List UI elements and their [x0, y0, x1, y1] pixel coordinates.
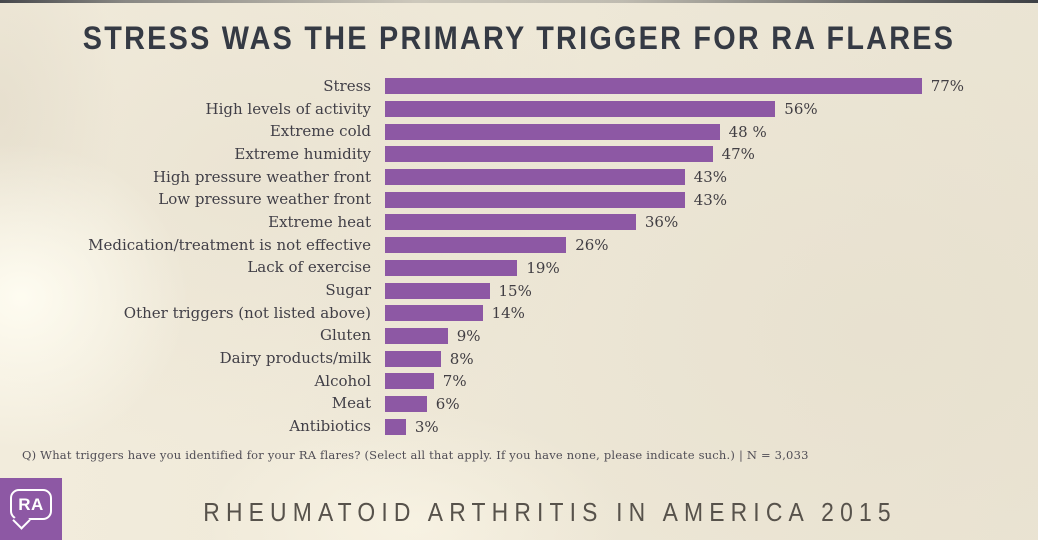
category-label: Lack of exercise: [247, 258, 371, 277]
category-label: Stress: [323, 76, 371, 95]
bar: [385, 214, 636, 231]
chart-row: High levels of activity 56%: [0, 98, 1020, 121]
chart-row: Lack of exercise 19%: [0, 257, 1020, 280]
value-label: 43%: [693, 190, 728, 209]
category-label: Low pressure weather front: [158, 190, 371, 209]
bar-track: 15%: [371, 282, 1020, 300]
bar: [385, 327, 448, 344]
value-label: 47%: [721, 145, 755, 164]
value-label: 77%: [930, 77, 965, 96]
bar: [385, 395, 427, 412]
bar-chart: Stress 77% High levels of activity 56% E…: [0, 75, 1020, 438]
value-label: 6%: [435, 394, 460, 413]
value-label: 9%: [456, 326, 481, 345]
bar-track: 47%: [371, 145, 1020, 163]
chart-title: STRESS WAS THE PRIMARY TRIGGER FOR RA FL…: [82, 20, 956, 56]
bar-track: 48 %: [371, 123, 1020, 141]
value-label: 7%: [442, 372, 467, 391]
campaign-title: RHEUMATOID ARTHRITIS IN AMERICA 2015: [203, 497, 897, 527]
chart-row: Extreme heat 36%: [0, 211, 1020, 234]
category-label: Other triggers (not listed above): [123, 303, 371, 322]
chart-row: Antibiotics 3%: [0, 415, 1020, 438]
chart-row: Extreme cold 48 %: [0, 120, 1020, 143]
bar-track: 36%: [371, 213, 1020, 231]
bar-track: 43%: [371, 168, 1020, 186]
chart-row: High pressure weather front 43%: [0, 166, 1020, 189]
category-label: Meat: [331, 394, 371, 413]
ra-logo: RA: [0, 478, 62, 540]
value-label: 8%: [449, 349, 474, 368]
survey-question-footnote: Q) What triggers have you identified for…: [22, 448, 809, 462]
bar: [385, 78, 922, 95]
bar-track: 3%: [371, 418, 1020, 436]
chart-row: Alcohol 7%: [0, 370, 1020, 393]
chart-row: Extreme humidity 47%: [0, 143, 1020, 166]
category-label: Dairy products/milk: [219, 349, 371, 368]
value-label: 26%: [575, 236, 609, 255]
bar-track: 14%: [371, 304, 1020, 322]
category-label: Alcohol: [314, 371, 371, 390]
value-label: 36%: [644, 213, 679, 232]
bar-track: 26%: [371, 236, 1020, 254]
bar: [385, 259, 518, 276]
category-label: Sugar: [325, 281, 371, 300]
bar: [385, 101, 776, 118]
category-label: High pressure weather front: [152, 167, 371, 186]
bar-track: 77%: [371, 77, 1020, 95]
speech-bubble-icon: RA: [10, 489, 52, 520]
value-label: 3%: [414, 417, 439, 436]
bar: [385, 123, 720, 140]
chart-row: Meat 6%: [0, 393, 1020, 416]
category-label: Extreme humidity: [234, 144, 371, 163]
value-label: 48 %: [728, 122, 767, 141]
category-label: Extreme heat: [268, 212, 371, 231]
category-label: Medication/treatment is not effective: [88, 235, 371, 254]
chart-row: Sugar 15%: [0, 279, 1020, 302]
category-label: High levels of activity: [205, 99, 372, 118]
bar-track: 8%: [371, 350, 1020, 368]
bar-track: 56%: [371, 100, 1020, 118]
bar: [385, 169, 685, 186]
chart-row: Medication/treatment is not effective 26…: [0, 234, 1020, 257]
bar: [385, 282, 490, 299]
logo-text: RA: [18, 494, 44, 514]
bar-track: 43%: [371, 191, 1020, 209]
bar: [385, 237, 567, 254]
chart-row: Dairy products/milk 8%: [0, 347, 1020, 370]
bar: [385, 350, 441, 367]
value-label: 19%: [526, 258, 560, 277]
bar: [385, 191, 685, 208]
chart-row: Low pressure weather front 43%: [0, 188, 1020, 211]
bar: [385, 418, 406, 435]
bar: [385, 146, 713, 163]
value-label: 56%: [784, 100, 818, 119]
value-label: 15%: [498, 281, 532, 300]
bar-track: 6%: [371, 395, 1020, 413]
bar-track: 7%: [371, 372, 1020, 390]
bar: [385, 305, 483, 322]
bar-track: 19%: [371, 259, 1020, 277]
value-label: 43%: [693, 168, 728, 187]
chart-row: Other triggers (not listed above) 14%: [0, 302, 1020, 325]
category-label: Extreme cold: [269, 122, 371, 141]
chart-row: Gluten 9%: [0, 325, 1020, 348]
value-label: 14%: [491, 304, 525, 323]
bar: [385, 373, 434, 390]
category-label: Antibiotics: [289, 417, 371, 436]
top-edge-strip: [0, 0, 1038, 3]
bar-track: 9%: [371, 327, 1020, 345]
category-label: Gluten: [319, 326, 371, 345]
chart-row: Stress 77%: [0, 75, 1020, 98]
